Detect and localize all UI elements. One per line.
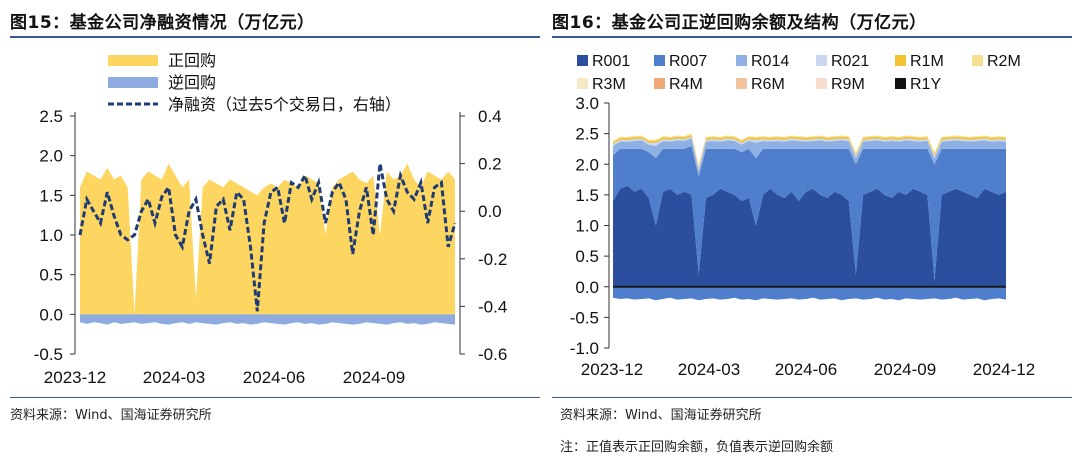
legend-label-r1y: R1Y bbox=[910, 76, 941, 93]
right-chart: 3.0 2.5 2.0 1.5 1.0 0.5 0.0 -0.5 -1.0 2023-12 2024… bbox=[570, 53, 1035, 379]
left-title-rule bbox=[10, 36, 540, 38]
right-y-tick-label: 0.4 bbox=[478, 107, 502, 126]
legend-label-r9m: R9M bbox=[831, 76, 865, 93]
legend-swatch-r9m bbox=[816, 78, 827, 89]
legend-label-r001: R001 bbox=[592, 53, 630, 70]
left-chart-title: 图15：基金公司净融资情况（万亿元） bbox=[10, 13, 315, 33]
legend-swatch-r1y bbox=[895, 78, 906, 89]
right-y-tick-label: 0.0 bbox=[478, 202, 502, 221]
legend-swatch-r2m bbox=[972, 55, 983, 66]
legend-swatch-r4m bbox=[654, 78, 665, 89]
right-y-tick-label: -0.4 bbox=[478, 297, 507, 316]
legend-label-r6m: R6M bbox=[751, 76, 785, 93]
x-tick-label: 2023-12 bbox=[581, 360, 643, 379]
x-tick-label: 2024-06 bbox=[243, 368, 305, 387]
y-tick-label: 0.0 bbox=[575, 278, 599, 297]
y-tick-label: 3.0 bbox=[575, 94, 599, 113]
legend-label-r2m: R2M bbox=[987, 53, 1021, 70]
legend-label-reverse: 逆回购 bbox=[168, 74, 216, 92]
legend-swatch-r6m bbox=[736, 78, 747, 89]
y-tick-label: -0.5 bbox=[570, 308, 599, 327]
right-y-tick-label: 0.2 bbox=[478, 155, 502, 174]
legend-swatch-r3m bbox=[577, 78, 588, 89]
y-tick-label: 2.5 bbox=[575, 125, 599, 144]
x-tick-label: 2024-09 bbox=[343, 368, 405, 387]
legend-swatch-r007 bbox=[654, 55, 665, 66]
left-y-tick-label: 0.0 bbox=[39, 305, 63, 324]
area-reverse-repo bbox=[613, 286, 1006, 301]
y-tick-label: 2.0 bbox=[575, 155, 599, 174]
legend-label-r007: R007 bbox=[669, 53, 707, 70]
legend-label-r3m: R3M bbox=[592, 76, 626, 93]
x-tick-label: 2023-12 bbox=[44, 368, 106, 387]
right-y-tick-label: -0.6 bbox=[478, 345, 507, 364]
area-r001 bbox=[613, 185, 1006, 287]
legend-swatch-r021 bbox=[816, 55, 827, 66]
legend-label-r021: R021 bbox=[831, 53, 869, 70]
legend-swatch-repo bbox=[108, 55, 158, 66]
y-tick-label: 1.5 bbox=[575, 186, 599, 205]
area-r021 bbox=[613, 136, 1006, 171]
left-source-rule bbox=[10, 397, 540, 398]
net-financing-line bbox=[78, 163, 457, 312]
left-y-tick-label: 2.5 bbox=[39, 107, 63, 126]
legend-swatch-r014 bbox=[736, 55, 747, 66]
area-r2m bbox=[613, 133, 1006, 167]
left-y-tick-label: -0.5 bbox=[34, 345, 63, 364]
area-r014 bbox=[613, 138, 1006, 177]
right-chart-title: 图16：基金公司正逆回购余额及结构（万亿元） bbox=[552, 13, 927, 33]
right-title-rule bbox=[552, 36, 1072, 38]
x-tick-label: 2024-03 bbox=[143, 368, 205, 387]
x-tick-label: 2024-06 bbox=[775, 360, 837, 379]
area-r007 bbox=[613, 145, 1006, 281]
y-tick-label: 0.5 bbox=[575, 247, 599, 266]
right-source-rule bbox=[552, 397, 1072, 398]
left-chart: 2.5 2.0 1.5 1.0 0.5 0.0 -0.5 0.4 0.2 0.0 -0.2 -0.4 -… bbox=[34, 52, 508, 387]
y-tick-label: -1.0 bbox=[570, 339, 599, 358]
y-tick-label: 1.0 bbox=[575, 217, 599, 236]
x-tick-label: 2024-09 bbox=[874, 360, 936, 379]
left-y-tick-label: 1.5 bbox=[39, 186, 63, 205]
x-tick-label: 2024-12 bbox=[973, 360, 1035, 379]
area-r1m bbox=[613, 134, 1006, 168]
left-y-tick-label: 0.5 bbox=[39, 266, 63, 285]
legend-label-r1m: R1M bbox=[910, 53, 944, 70]
right-y-tick-label: -0.2 bbox=[478, 250, 507, 269]
legend-swatch-r1m bbox=[895, 55, 906, 66]
legend-label-r4m: R4M bbox=[669, 76, 703, 93]
zero-line-band bbox=[613, 285, 1006, 288]
legend-label-repo: 正回购 bbox=[168, 52, 216, 70]
left-source: 资料来源：Wind、国海证券研究所 bbox=[10, 408, 212, 423]
right-source: 资料来源：Wind、国海证券研究所 bbox=[560, 408, 762, 423]
legend-swatch-reverse bbox=[108, 77, 158, 88]
x-tick-label: 2024-03 bbox=[678, 360, 740, 379]
left-y-tick-label: 1.0 bbox=[39, 226, 63, 245]
legend-label-net: 净融资（过去5个交易日，右轴） bbox=[168, 96, 401, 114]
reverse-repo-area bbox=[80, 314, 455, 325]
right-note: 注：正值表示正回购余额，负值表示逆回购余额 bbox=[560, 440, 834, 455]
legend-label-r014: R014 bbox=[751, 53, 789, 70]
repo-area bbox=[80, 163, 455, 315]
legend-swatch-r001 bbox=[577, 55, 588, 66]
left-y-tick-label: 2.0 bbox=[39, 147, 63, 166]
